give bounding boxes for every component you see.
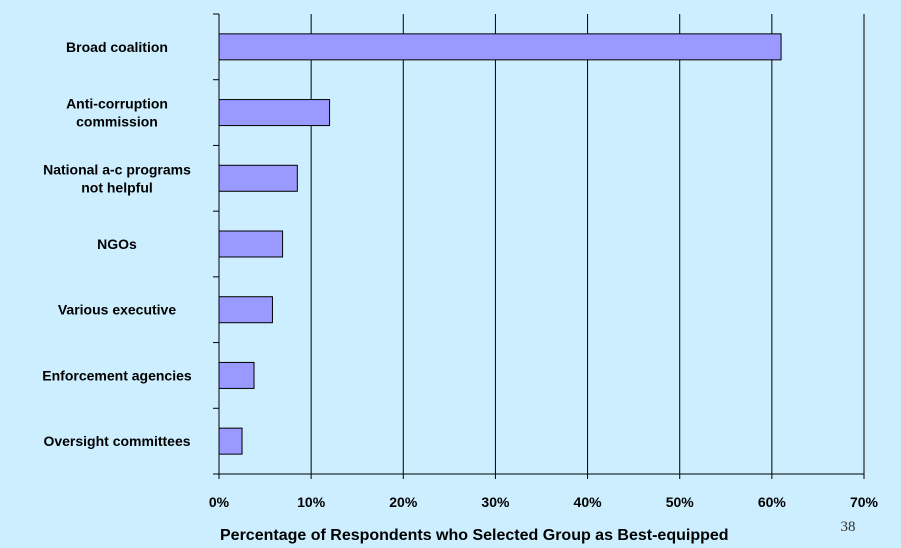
x-tick-label: 10% bbox=[297, 494, 326, 510]
x-tick-label: 30% bbox=[481, 494, 510, 510]
category-label-line: Oversight committees bbox=[43, 433, 190, 449]
category-label: Oversight committees bbox=[43, 433, 190, 449]
bar bbox=[218, 230, 284, 258]
category-label: Anti-corruption commission bbox=[66, 96, 168, 130]
x-tick-labels: 0% 10% 20% 30% 40% 50% 60% 70% bbox=[209, 494, 879, 510]
bar bbox=[218, 296, 273, 324]
category-label-line: commission bbox=[76, 114, 158, 130]
category-label: Broad coalition bbox=[66, 39, 168, 55]
bar bbox=[218, 99, 331, 127]
category-label-line: NGOs bbox=[97, 236, 137, 252]
x-tick-label: 0% bbox=[209, 494, 230, 510]
category-label-line: Various executive bbox=[58, 302, 177, 318]
x-tick-label: 40% bbox=[574, 494, 603, 510]
bar bbox=[218, 427, 243, 455]
category-label-line: Anti-corruption bbox=[66, 96, 168, 112]
category-label: Various executive bbox=[58, 302, 177, 318]
page-number: 38 bbox=[841, 519, 856, 535]
bar bbox=[218, 361, 255, 389]
category-label-line: National a-c programs bbox=[43, 161, 191, 177]
category-label-line: Broad coalition bbox=[66, 39, 168, 55]
x-tick-label: 50% bbox=[666, 494, 695, 510]
category-label: Enforcement agencies bbox=[42, 367, 192, 383]
category-label-line: Enforcement agencies bbox=[42, 367, 192, 383]
bars bbox=[218, 33, 782, 455]
x-tick-label: 70% bbox=[850, 494, 879, 510]
axes bbox=[213, 13, 865, 479]
category-label: NGOs bbox=[97, 236, 137, 252]
category-labels: Broad coalition Anti-corruption commission… bbox=[42, 39, 192, 449]
gridlines bbox=[310, 14, 865, 474]
category-label: National a-c programs not helpful bbox=[43, 161, 191, 195]
bar bbox=[218, 164, 298, 192]
x-axis-title: Percentage of Respondents who Selected G… bbox=[220, 527, 729, 544]
category-label-line: not helpful bbox=[81, 179, 153, 195]
x-tick-label: 60% bbox=[758, 494, 787, 510]
bar bbox=[218, 33, 782, 61]
x-tick-label: 20% bbox=[389, 494, 418, 510]
